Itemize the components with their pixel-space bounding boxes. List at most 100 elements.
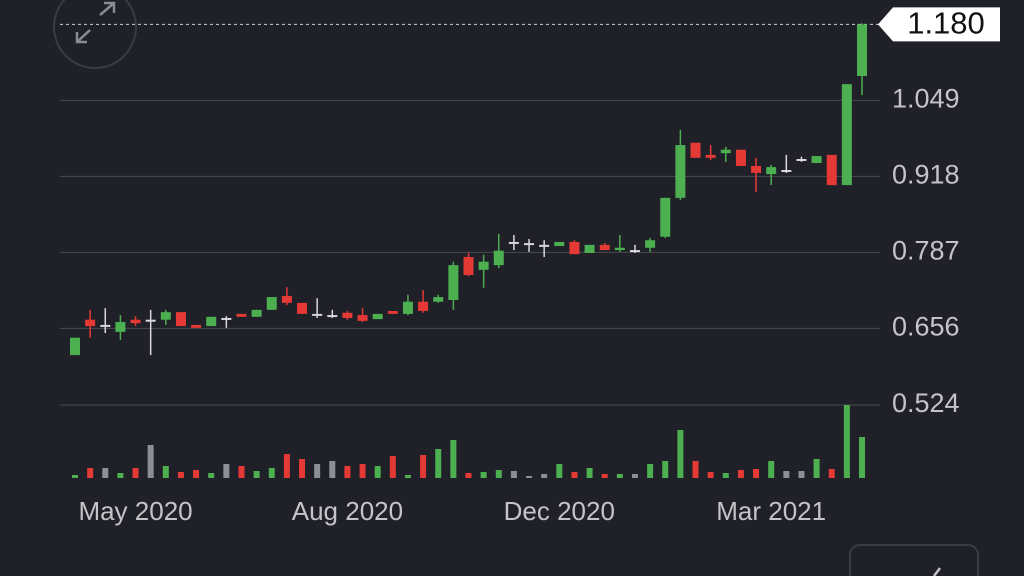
candle-body: [402, 301, 413, 314]
volume-bar: [435, 449, 442, 478]
candle-body: [796, 158, 807, 161]
volume-bar: [193, 470, 200, 478]
volume-bar: [72, 475, 78, 478]
volume-bar: [586, 468, 593, 478]
volume-bar: [404, 475, 411, 478]
volume-bar: [662, 461, 669, 478]
volume-bar: [828, 469, 835, 478]
candle-body: [539, 244, 550, 247]
candle-body: [584, 244, 595, 253]
y-tick-label: 1.049: [892, 84, 960, 114]
candle-body: [751, 165, 762, 173]
candle-body: [387, 311, 398, 314]
volume-bar: [389, 456, 396, 478]
candle-body: [508, 241, 519, 244]
candle-body: [811, 156, 822, 164]
volume-bar: [843, 405, 850, 478]
candle-body: [675, 145, 686, 198]
candle-body: [433, 297, 444, 302]
candle-body: [221, 317, 232, 320]
candle-body: [70, 337, 80, 356]
candle-body: [85, 319, 96, 327]
volume-bar: [374, 466, 381, 478]
volume-bar: [465, 473, 472, 478]
candle-body: [100, 324, 111, 327]
candle-body: [418, 301, 429, 312]
volume-bar: [117, 473, 124, 478]
volume-bar: [132, 468, 139, 478]
candle-body: [493, 250, 504, 266]
candle-body: [857, 24, 867, 77]
volume-bar: [859, 437, 865, 478]
candle-body: [175, 312, 186, 327]
volume-bar: [480, 472, 487, 478]
volume-bar: [177, 472, 184, 478]
volume-bar: [798, 471, 805, 478]
y-tick-label: 0.918: [892, 160, 960, 190]
x-tick-label: Dec 2020: [504, 496, 615, 526]
candle-body: [145, 319, 156, 322]
candle-body: [841, 84, 852, 186]
volume-bar: [495, 470, 502, 478]
volume-bar: [601, 474, 608, 478]
candle-body: [448, 265, 459, 300]
action-button[interactable]: [849, 544, 979, 576]
candle-body: [614, 247, 625, 251]
candle-body: [357, 315, 368, 321]
candle-body: [115, 322, 126, 332]
volume-bar: [299, 459, 306, 478]
volume-bar: [813, 459, 820, 478]
volume-bar: [616, 474, 623, 478]
volume-bar: [692, 461, 699, 478]
volume-bar: [238, 466, 245, 478]
candle-body: [130, 319, 141, 324]
candle-body: [720, 149, 731, 154]
volume-bar: [283, 454, 290, 478]
volume-bar: [223, 464, 230, 478]
volume-bar: [571, 472, 578, 478]
volume-bar: [722, 473, 729, 478]
candle-body: [312, 313, 323, 316]
volume-bar: [208, 473, 215, 478]
volume-bar: [526, 476, 533, 478]
volume-bar: [753, 469, 760, 478]
candle-body: [372, 313, 383, 320]
candle-body: [236, 313, 247, 317]
candle-body: [160, 312, 171, 320]
y-tick-label: 0.524: [892, 388, 960, 418]
x-tick-label: May 2020: [78, 496, 192, 526]
volume-bar: [314, 464, 321, 478]
candle-body: [599, 244, 610, 251]
candle-body: [569, 241, 580, 255]
candle-body: [478, 261, 489, 270]
volume-bar: [420, 455, 427, 478]
candle-body: [629, 250, 640, 253]
candle-body: [281, 295, 292, 303]
candle-body: [524, 243, 535, 246]
volume-bar: [631, 474, 638, 478]
volume-bar: [768, 461, 775, 478]
volume-bar: [102, 468, 109, 478]
volume-bar: [359, 464, 366, 478]
candle-body: [826, 154, 837, 186]
candle-body: [191, 324, 202, 328]
candle-body: [266, 297, 277, 310]
candle-body: [206, 316, 217, 327]
candle-body: [342, 312, 353, 318]
volume-bar: [329, 461, 336, 478]
expand-button[interactable]: [53, 0, 137, 69]
volume-bar: [450, 440, 457, 478]
candle-body: [735, 149, 746, 166]
x-tick-label: Mar 2021: [716, 496, 826, 526]
volume-bar: [268, 468, 275, 478]
volume-bar: [783, 471, 790, 478]
y-tick-label: 0.787: [892, 236, 960, 266]
volume-bar: [677, 430, 684, 478]
candle-body: [327, 315, 338, 318]
volume-bar: [253, 471, 260, 478]
candle-body: [766, 167, 777, 175]
button-icon: [933, 567, 941, 576]
expand-icon: [75, 1, 116, 44]
